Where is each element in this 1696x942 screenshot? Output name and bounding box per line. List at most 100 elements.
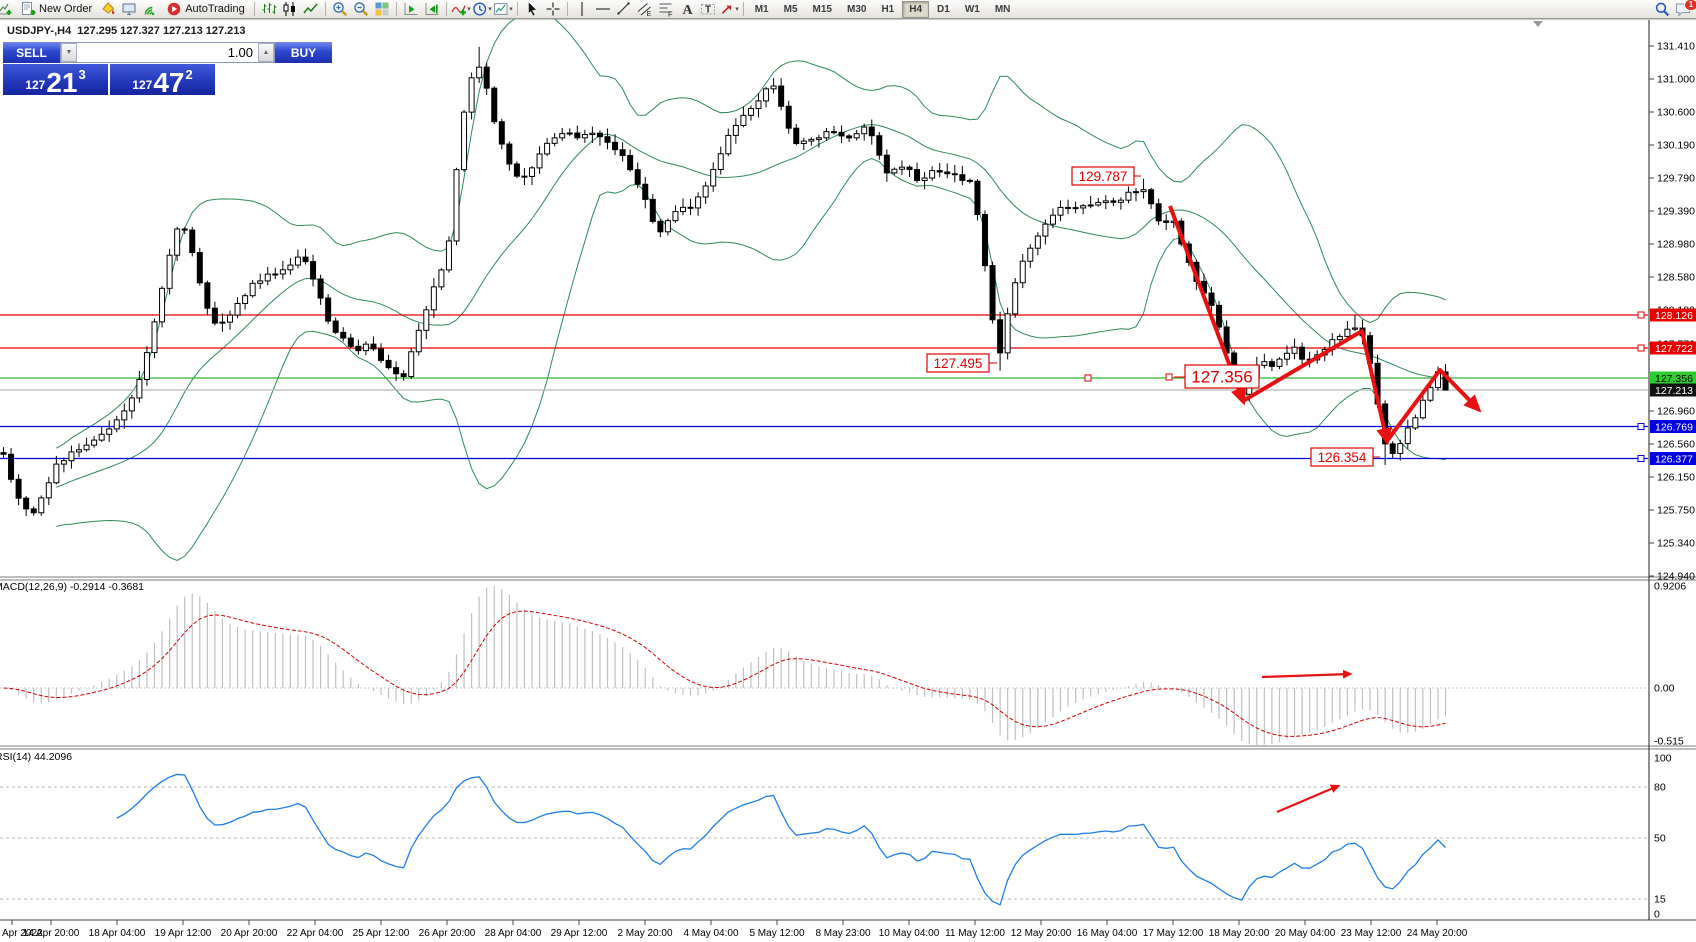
timeframe-m30-button[interactable]: M30 [846,3,867,15]
macd-forecast-arrow[interactable] [1261,669,1353,679]
trend-arrow[interactable] [1241,329,1392,446]
crosshair-icon[interactable] [543,1,563,18]
auto-scroll-icon[interactable] [401,1,421,18]
volume-increase-button[interactable]: ▲ [258,43,274,62]
line-handle[interactable] [1637,455,1645,462]
volume-input[interactable] [77,43,258,62]
timeframe-m15-button[interactable]: M15 [812,3,832,15]
bull-candle [476,66,483,79]
price-scale-badge-text: 127.213 [1655,385,1693,397]
bull-candle [566,132,573,135]
timeframe-m5-button[interactable]: M5 [783,3,798,15]
signals-icon[interactable] [140,1,160,18]
macd-signal-line [3,610,1446,737]
time-tick-label: 11 May 12:00 [945,928,1005,939]
new-chart-icon[interactable] [0,1,14,18]
timeframe-mn-button[interactable]: MN [994,3,1011,15]
trend-arrow[interactable] [1385,368,1482,443]
bear-candle [189,229,196,254]
chat-icon[interactable]: 1 [1673,0,1696,18]
bear-candle [1163,220,1170,223]
time-tick-label: 17 May 12:00 [1143,928,1204,939]
sell-price-button[interactable]: 127 21 3 [3,64,108,97]
indicators-icon[interactable]: ▾ [451,1,471,18]
bear-candle [317,278,324,299]
time-tick-label: 26 Apr 20:00 [419,928,476,939]
bear-candle [989,265,996,321]
timeframe-h1-button[interactable]: H1 [881,3,895,15]
svg-text:T: T [705,5,711,16]
fibonacci-icon[interactable]: F [656,1,676,18]
price-tick-label: 128.580 [1657,272,1695,284]
rsi-line [116,773,1447,906]
bar-chart-icon[interactable] [259,1,279,18]
timeframe-d1-button[interactable]: D1 [937,3,950,15]
trendline-icon[interactable] [614,1,634,18]
object-anchor[interactable] [1084,374,1092,382]
price-callout-box[interactable] [926,353,990,373]
periods-icon[interactable]: ▾ [472,1,492,18]
rsi-forecast-arrow[interactable] [1276,784,1341,814]
vertical-line-icon[interactable] [572,1,592,18]
bear-candle [997,319,1004,354]
zoom-in-icon[interactable] [330,1,350,18]
price-callout-box[interactable] [1071,166,1135,186]
zoom-out-icon[interactable] [351,1,371,18]
volume-decrease-button[interactable]: ▼ [61,43,77,62]
line-handle[interactable] [1637,311,1645,319]
bull-candle [1351,327,1358,330]
line-handle[interactable] [1637,344,1645,352]
time-tick-label: 8 May 23:00 [815,928,870,939]
bull-candle [559,133,566,139]
chart-shift-icon[interactable] [422,1,442,18]
bull-candle [1057,206,1064,216]
channel-icon[interactable]: E [635,1,655,18]
chevron-down-icon[interactable]: ▾ [509,6,513,13]
sell-button[interactable]: SELL [3,42,60,63]
bear-candle [181,228,188,231]
timeframe-h4-button[interactable]: H4 [902,0,930,18]
bull-candle [287,264,294,271]
price-callout-box[interactable] [1184,364,1260,389]
line-handle[interactable] [1637,423,1645,430]
line-chart-icon[interactable] [301,1,321,18]
bull-candle [747,107,754,116]
chart-shift-marker[interactable] [1533,21,1543,27]
buy-button[interactable]: BUY [275,42,332,63]
bear-candle [883,154,890,174]
bull-candle [91,439,98,446]
text-icon[interactable]: A [677,1,697,18]
volume-stepper: ▼ ▲ [60,42,275,63]
horizontal-line-icon[interactable] [593,1,613,18]
timeframe-m1-button[interactable]: M1 [754,3,769,15]
chevron-down-icon[interactable]: ▾ [735,6,739,13]
autotrading-button[interactable]: AutoTrading [161,1,250,18]
profiles-icon[interactable] [119,1,139,18]
time-tick-label: 25 Apr 12:00 [353,928,410,939]
time-tick-label: 10 May 04:00 [879,928,940,939]
arrows-icon[interactable]: ▾ [719,1,739,18]
templates-icon[interactable]: ▾ [493,1,513,18]
chevron-down-icon[interactable]: ▾ [467,6,471,13]
styles-icon[interactable] [98,1,118,18]
price-tick-label: 131.000 [1657,74,1695,86]
cursor-icon[interactable] [522,1,542,18]
bear-candle [649,198,656,222]
price-callout-box[interactable] [1310,447,1374,467]
object-anchor[interactable] [1165,373,1173,381]
price-tick-label: 129.390 [1657,206,1695,218]
bear-candle [1389,443,1396,454]
buy-price-button[interactable]: 127 47 2 [110,64,215,97]
price-tick-label: 130.600 [1657,107,1695,119]
price-tick-label: 131.410 [1657,41,1695,53]
bull-candle [1276,358,1283,367]
tile-windows-icon[interactable] [372,1,392,18]
text-label-icon[interactable]: T [698,1,718,18]
bear-candle [966,179,973,182]
timeframe-w1-button[interactable]: W1 [964,3,980,15]
search-icon[interactable] [1652,1,1672,18]
candlestick-chart-icon[interactable] [280,1,300,18]
new-order-button[interactable]: New Order [15,1,97,18]
chevron-down-icon[interactable]: ▾ [488,6,492,13]
